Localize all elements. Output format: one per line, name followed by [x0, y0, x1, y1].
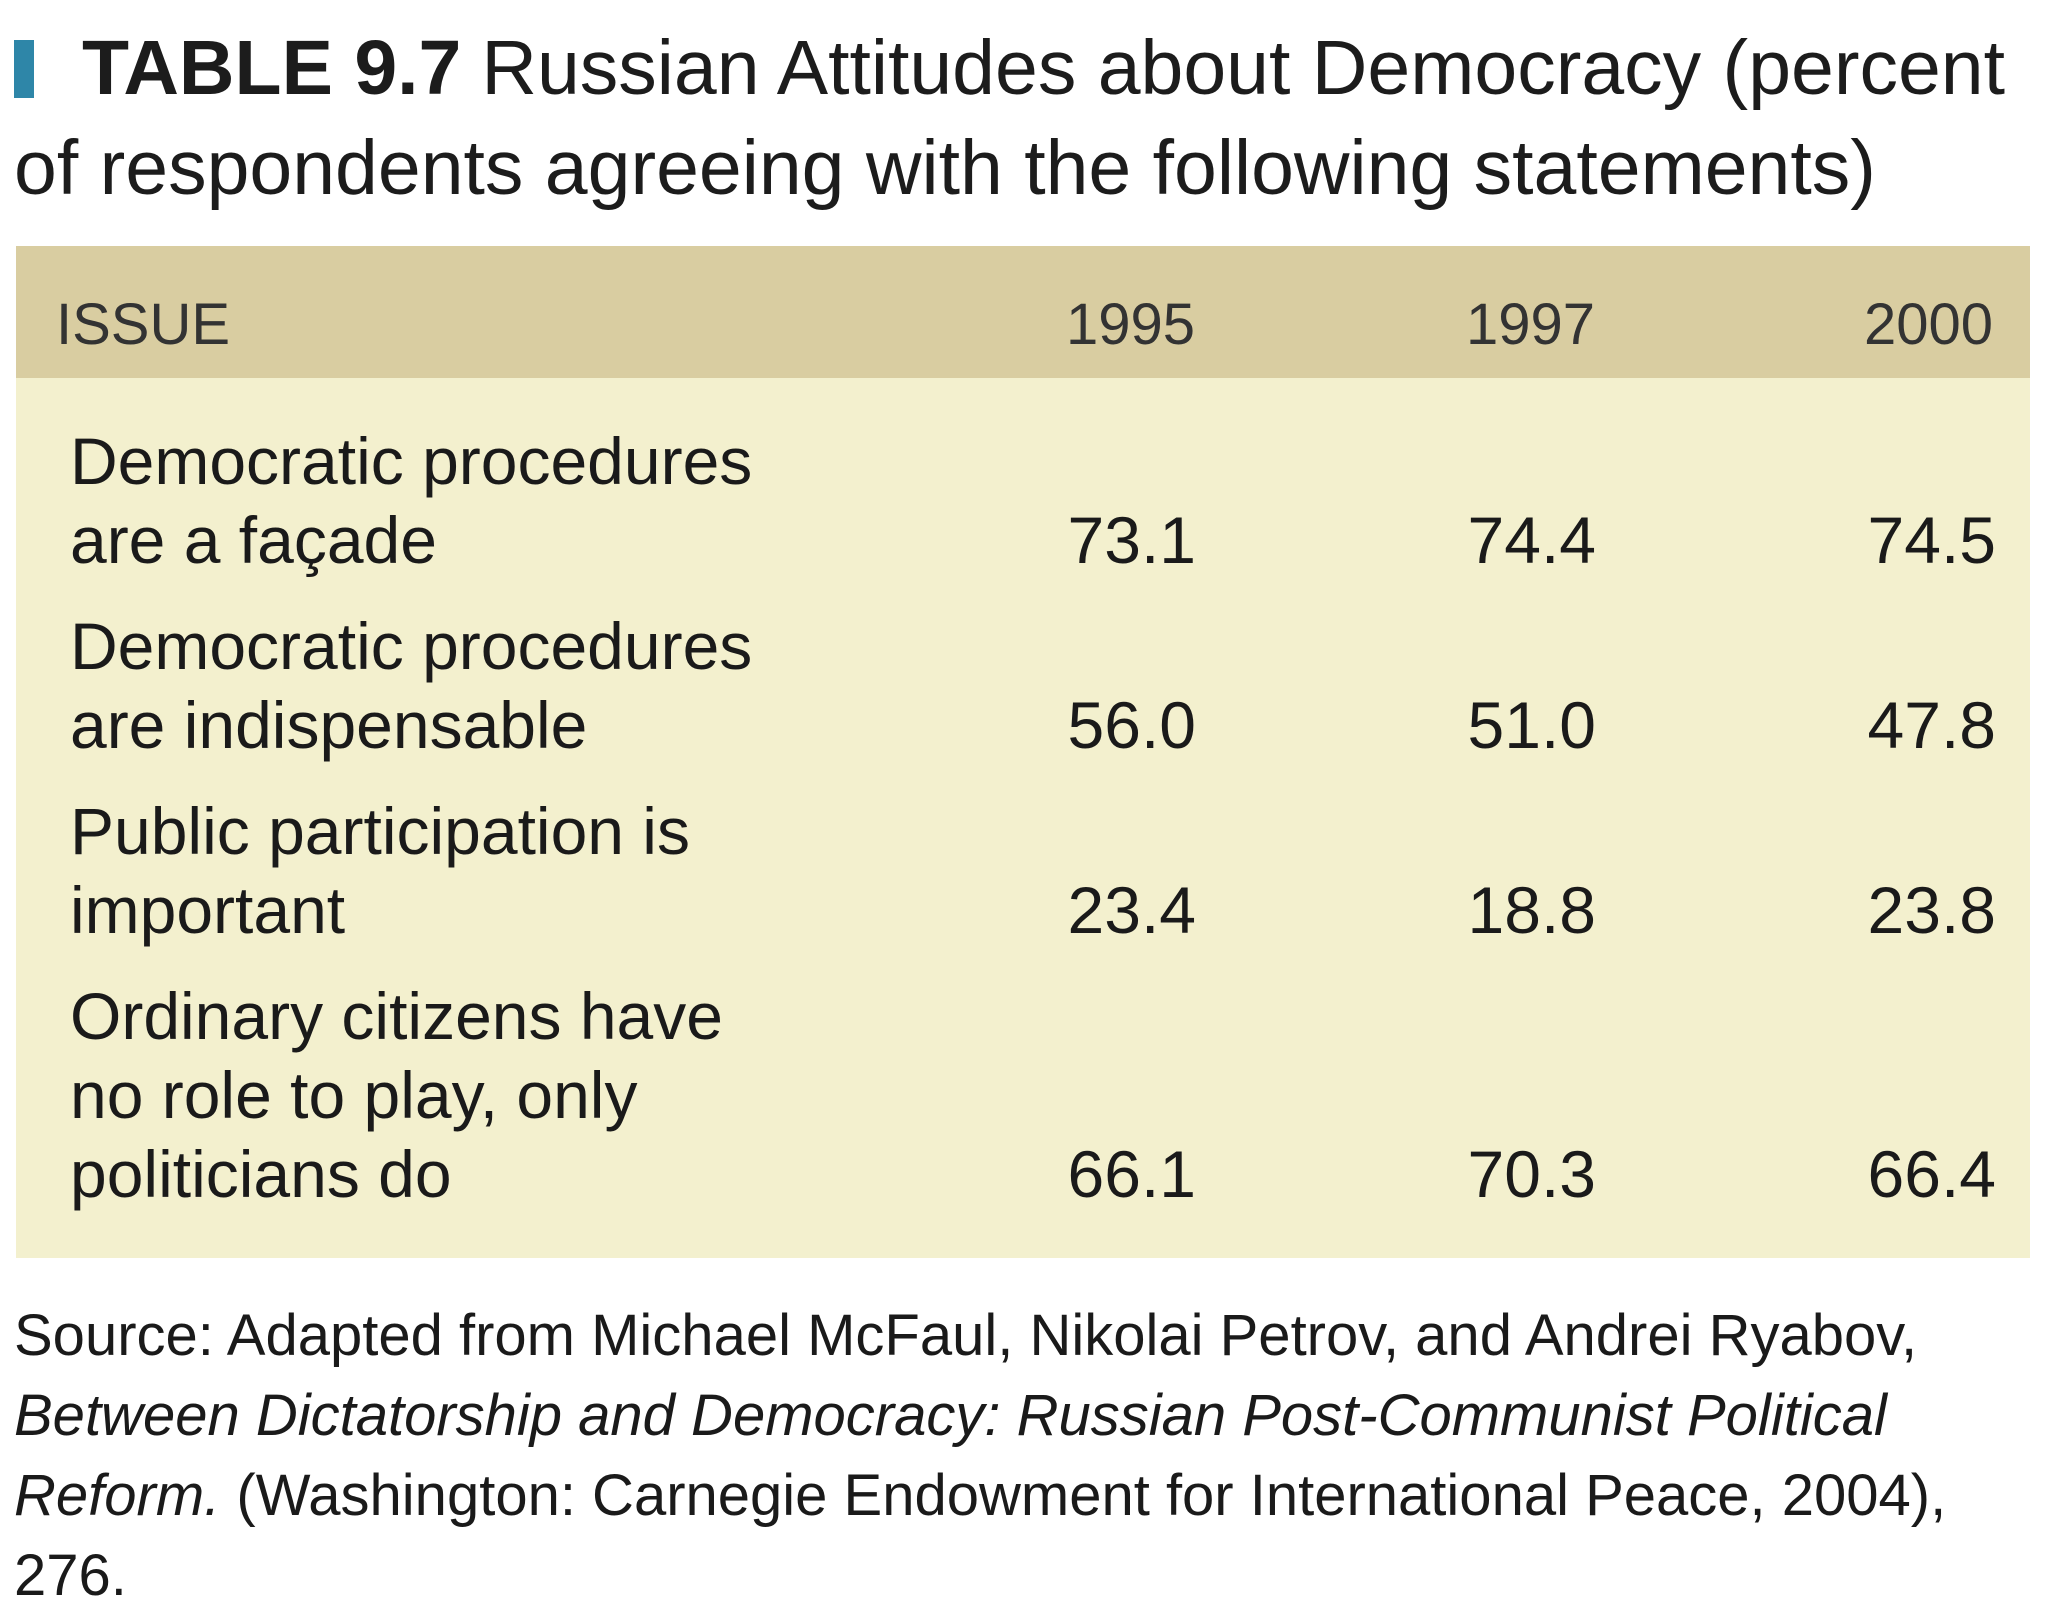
row-value-1997: 51.0 — [1467, 688, 1596, 762]
row-issue: Public participation is important — [70, 794, 690, 947]
row-value-2000: 74.5 — [1867, 503, 1996, 577]
table-caption: TABLE 9.7 Russian Attitudes about Democra… — [14, 18, 2024, 218]
source-suffix: (Washington: Carnegie Endowment for Inte… — [14, 1463, 1947, 1608]
header-1997: 1997 — [1466, 292, 1596, 357]
row-value-1995: 23.4 — [1067, 873, 1196, 947]
data-table: ISSUE 1995 1997 2000 Democratic procedur… — [16, 246, 2030, 1258]
table-header-row: ISSUE 1995 1997 2000 — [16, 246, 2030, 378]
row-value-1995: 73.1 — [1067, 503, 1196, 577]
row-value-1995: 66.1 — [1067, 1137, 1196, 1211]
row-value-2000: 23.8 — [1867, 873, 1996, 947]
row-value-2000: 66.4 — [1867, 1137, 1996, 1211]
header-1995: 1995 — [1066, 292, 1196, 357]
source-book-title: Between Dictatorship and Democracy: Russ… — [14, 1383, 1887, 1528]
row-value-1995: 56.0 — [1067, 688, 1196, 762]
row-issue: Democratic procedures are indispensable — [70, 609, 753, 762]
header-issue: ISSUE — [56, 292, 231, 357]
row-issue: Democratic procedures are a façade — [70, 424, 753, 577]
table-label: TABLE 9.7 — [82, 25, 462, 111]
row-value-2000: 47.8 — [1867, 688, 1996, 762]
row-value-1997: 18.8 — [1467, 873, 1596, 947]
row-value-1997: 74.4 — [1467, 503, 1596, 577]
header-2000: 2000 — [1864, 292, 1994, 357]
caption-marker-icon — [14, 40, 34, 98]
row-issue: Ordinary citizens have no role to play, … — [70, 979, 723, 1211]
table-title: Russian Attitudes about Democracy (perce… — [14, 25, 2006, 211]
source-note: Source: Adapted from Michael McFaul, Nik… — [14, 1296, 2034, 1616]
source-prefix: Source: Adapted from Michael McFaul, Nik… — [14, 1303, 1918, 1368]
row-value-1997: 70.3 — [1467, 1137, 1596, 1211]
